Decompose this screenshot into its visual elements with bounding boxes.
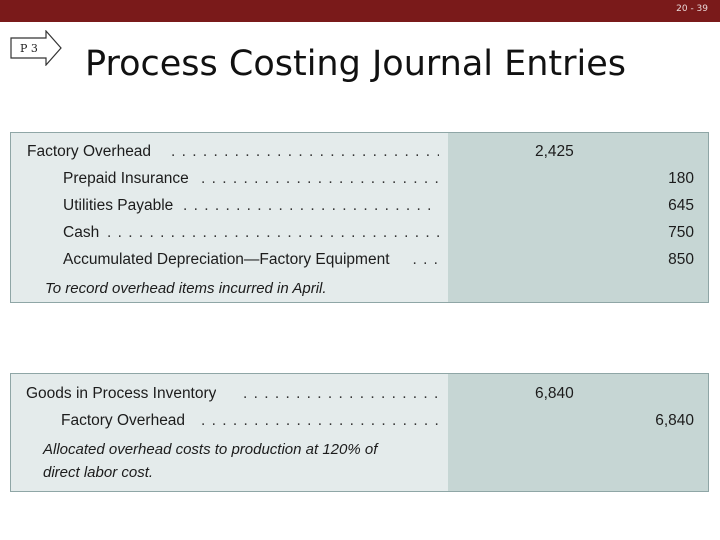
- leader-dots: . . . . . . . . . . . . . . . . . . . . …: [183, 197, 439, 214]
- entry-memo: To record overhead items incurred in Apr…: [45, 280, 327, 297]
- page-title: Process Costing Journal Entries: [85, 44, 627, 84]
- slide-number: 20 - 39: [676, 4, 708, 14]
- leader-dots: . . . . . . . . . . . . . . . . . . . . …: [107, 224, 439, 241]
- amount-column-panel: [448, 133, 708, 302]
- account-name: Accumulated Depreciation—Factory Equipme…: [63, 251, 390, 268]
- credit-amount: 6,840: [655, 412, 694, 429]
- journal-line: Factory Overhead . . . . . . . . . . . .…: [11, 143, 708, 170]
- leader-dots: . . . . . . . . . . . . . . . . . . . . …: [243, 385, 439, 402]
- leader-dots: . . . . . . . . . . . . . . . . . . . . …: [201, 412, 439, 429]
- amount-column-panel: [448, 374, 708, 491]
- credit-amount: 645: [668, 197, 694, 214]
- journal-line: Prepaid Insurance . . . . . . . . . . . …: [11, 170, 708, 197]
- entry-memo-line: direct labor cost.: [43, 464, 154, 481]
- journal-line: Accumulated Depreciation—Factory Equipme…: [11, 251, 708, 278]
- credit-amount: 750: [668, 224, 694, 241]
- account-name: Cash: [63, 224, 100, 241]
- objective-label: P 3: [20, 42, 38, 55]
- journal-entry-overhead-incurred: Factory Overhead . . . . . . . . . . . .…: [10, 132, 709, 303]
- account-name: Utilities Payable: [63, 197, 174, 214]
- entry-memo-line: Allocated overhead costs to production a…: [43, 441, 378, 458]
- journal-line: Cash . . . . . . . . . . . . . . . . . .…: [11, 224, 708, 251]
- entry-memo: Allocated overhead costs to production a…: [43, 438, 377, 484]
- leader-dots: . . .: [412, 251, 439, 268]
- journal-line: Utilities Payable . . . . . . . . . . . …: [11, 197, 708, 224]
- account-name: Goods in Process Inventory: [26, 385, 217, 402]
- objective-badge: P 3: [10, 30, 62, 66]
- debit-amount: 2,425: [535, 143, 574, 160]
- leader-dots: . . . . . . . . . . . . . . . . . . . . …: [171, 143, 439, 160]
- account-name: Factory Overhead: [61, 412, 186, 429]
- debit-amount: 6,840: [535, 385, 574, 402]
- top-bar: 20 - 39: [0, 0, 720, 22]
- journal-line: Factory Overhead . . . . . . . . . . . .…: [11, 412, 708, 439]
- credit-amount: 850: [668, 251, 694, 268]
- account-name: Factory Overhead: [27, 143, 152, 160]
- arrow-icon: [10, 30, 62, 66]
- leader-dots: . . . . . . . . . . . . . . . . . . . . …: [201, 170, 439, 187]
- journal-line: Goods in Process Inventory . . . . . . .…: [11, 385, 708, 412]
- account-name: Prepaid Insurance: [63, 170, 189, 187]
- credit-amount: 180: [668, 170, 694, 187]
- journal-entry-overhead-allocated: Goods in Process Inventory . . . . . . .…: [10, 373, 709, 492]
